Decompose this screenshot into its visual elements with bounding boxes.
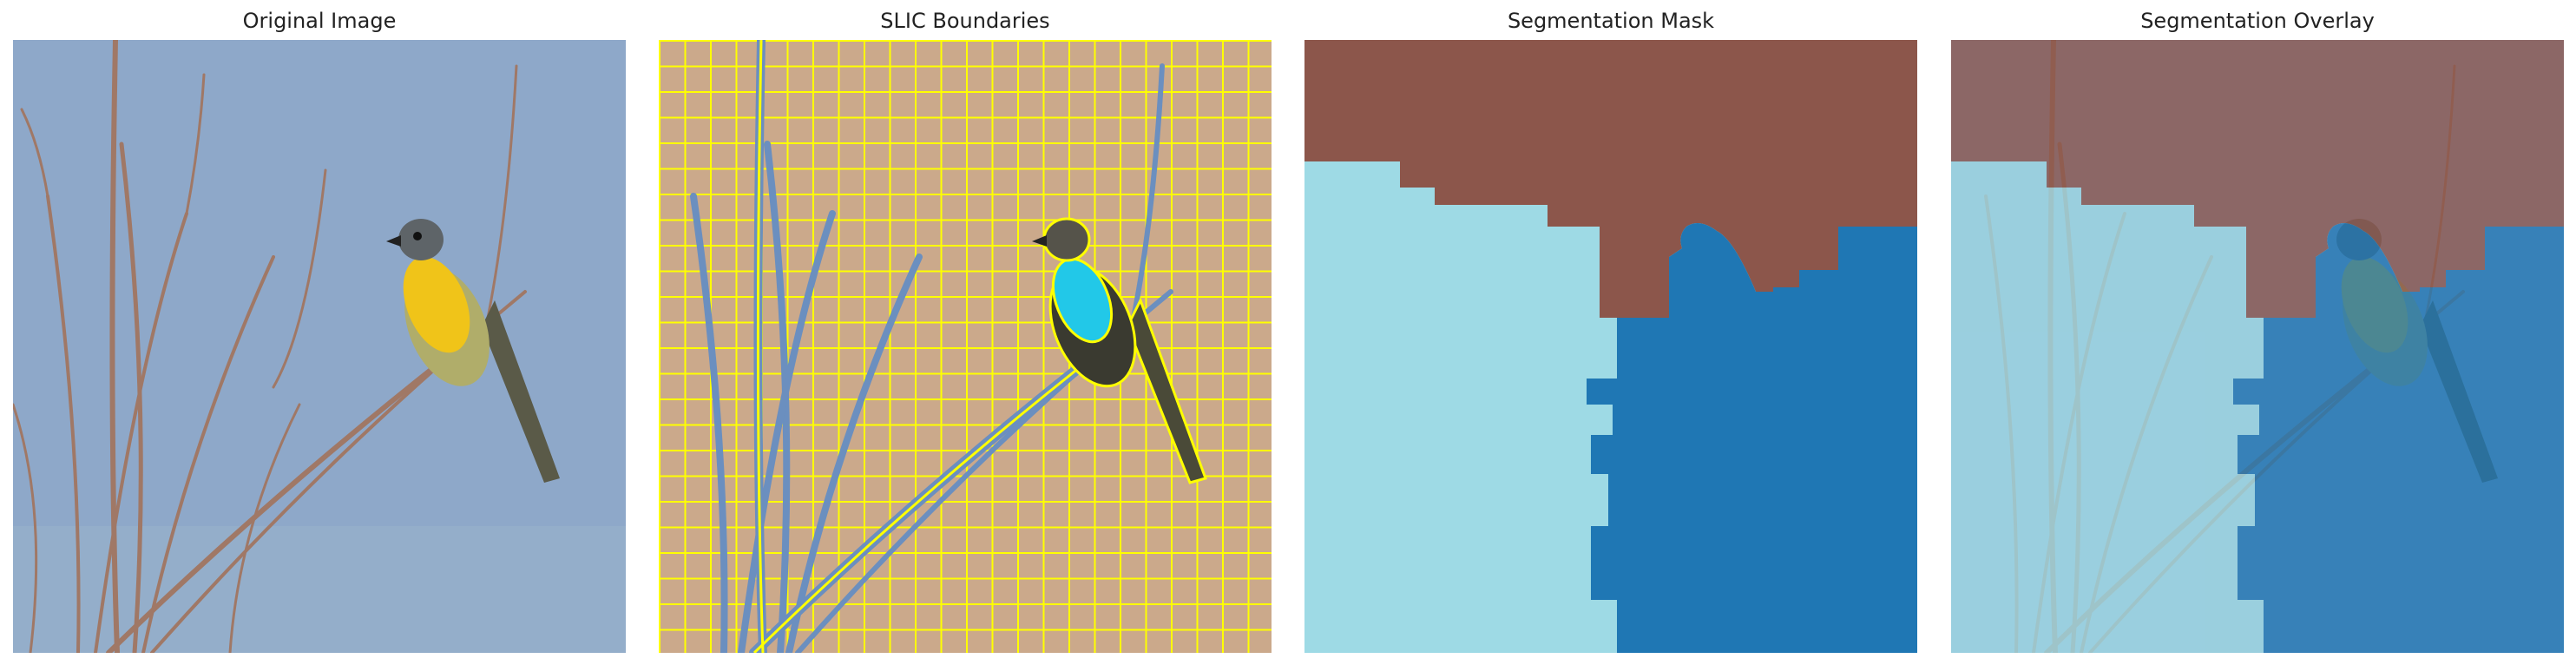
segmentation-mask-image	[1304, 40, 1917, 653]
panel-title: Original Image	[242, 9, 397, 33]
panel-slic-boundaries: SLIC Boundaries	[659, 0, 1272, 665]
segmentation-overlay-image	[1951, 40, 2564, 653]
panel-title: Segmentation Mask	[1507, 9, 1715, 33]
panel-original-image: Original Image	[13, 0, 626, 665]
slic-boundaries-image	[659, 40, 1272, 653]
panel-title: Segmentation Overlay	[2140, 9, 2375, 33]
panel-segmentation-mask: Segmentation Mask	[1304, 0, 1917, 665]
original-image	[13, 40, 626, 653]
panel-segmentation-overlay: Segmentation Overlay	[1951, 0, 2564, 665]
panel-title: SLIC Boundaries	[880, 9, 1050, 33]
